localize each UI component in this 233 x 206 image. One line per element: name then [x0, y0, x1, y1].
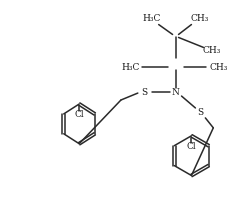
Text: Cl: Cl	[187, 142, 196, 151]
Text: H₃C: H₃C	[143, 14, 161, 23]
Text: N: N	[172, 88, 179, 97]
Text: CH₃: CH₃	[202, 46, 220, 55]
Text: S: S	[142, 88, 148, 97]
Text: CH₃: CH₃	[209, 63, 228, 72]
Text: S: S	[197, 108, 203, 117]
Text: H₃C: H₃C	[121, 63, 140, 72]
Text: Cl: Cl	[74, 110, 84, 119]
Text: CH₃: CH₃	[190, 14, 209, 23]
